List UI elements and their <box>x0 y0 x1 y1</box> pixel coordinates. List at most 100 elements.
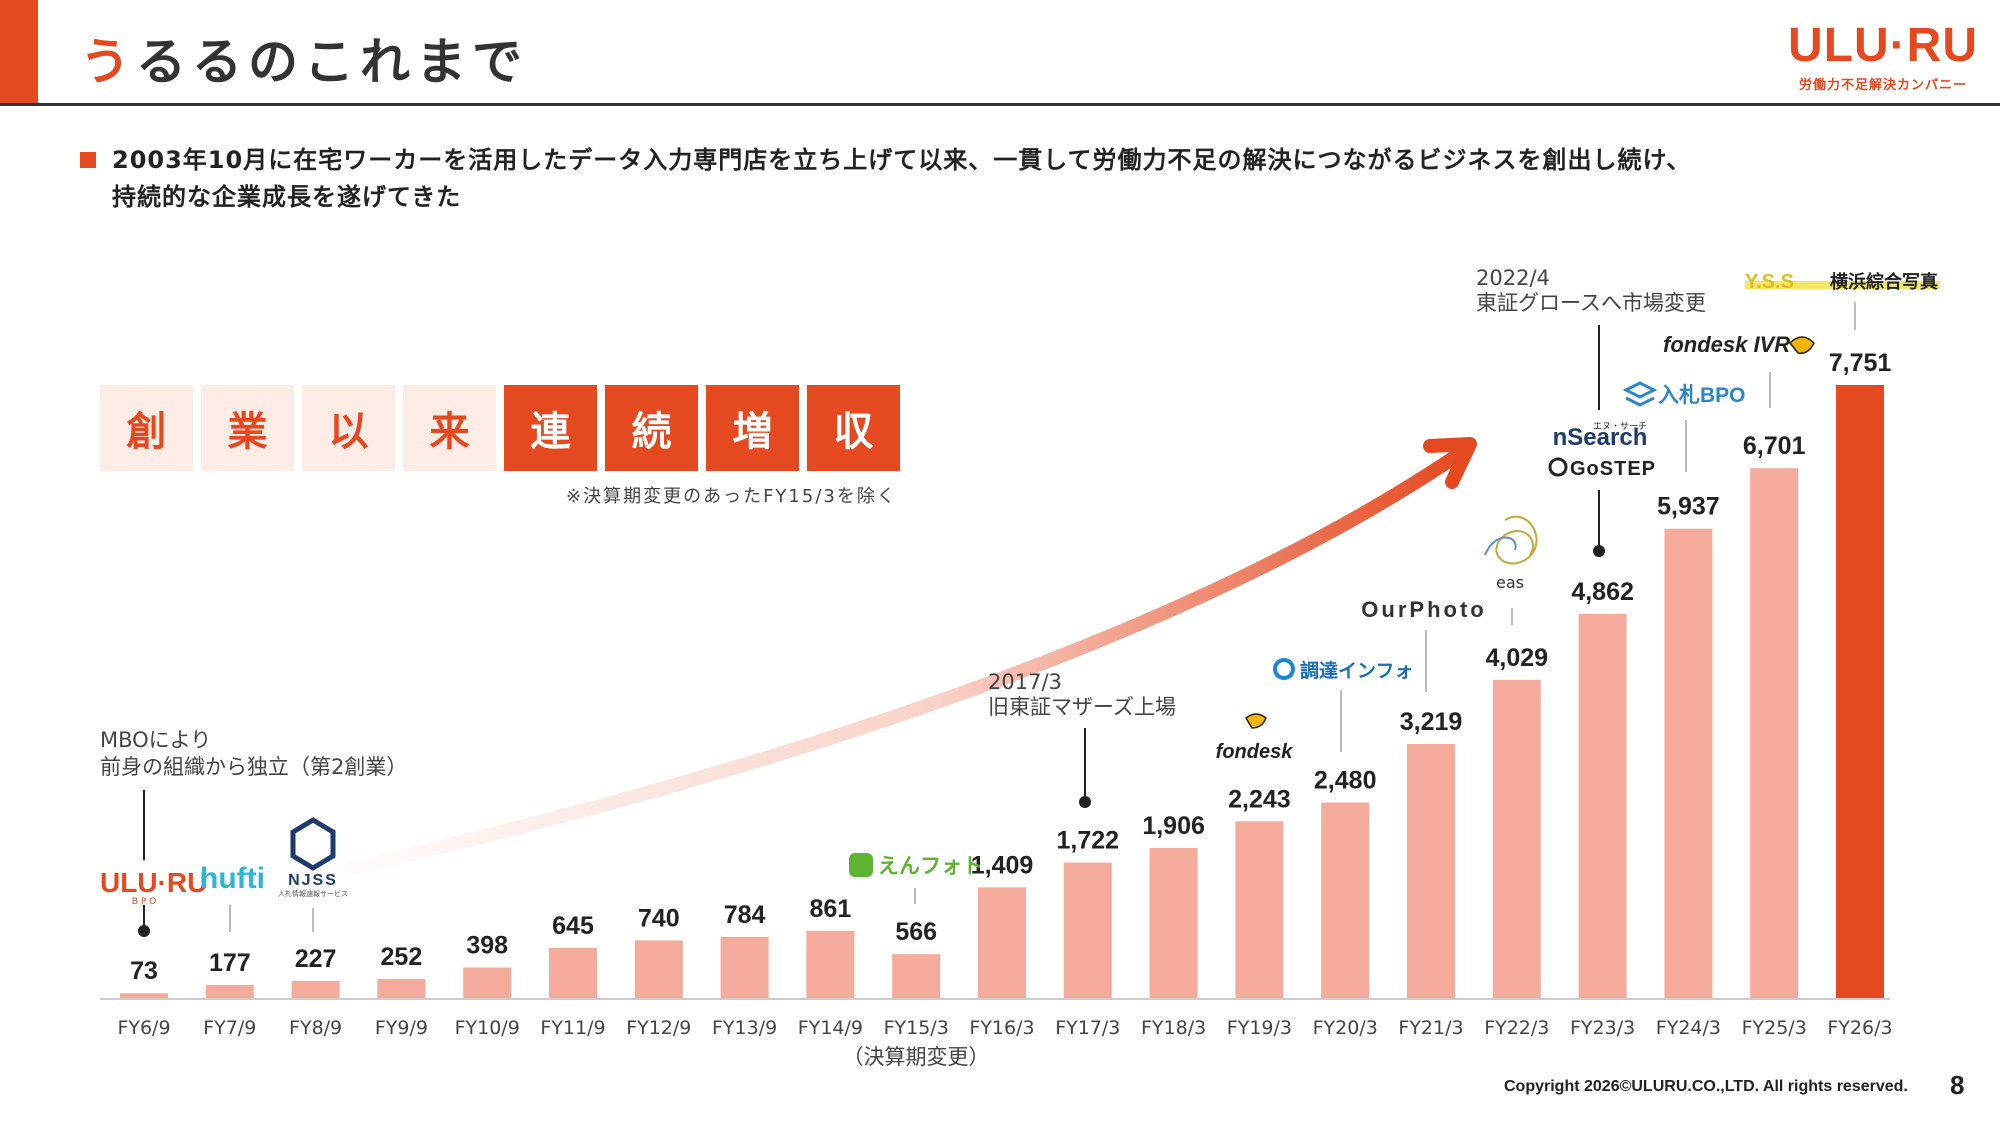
bar-fy7-9 <box>205 984 254 999</box>
value-label: 5,937 <box>1657 493 1720 521</box>
tagline-char: 連 <box>504 385 597 471</box>
choutatsu-ring-icon <box>1273 658 1295 680</box>
listing-2017-annotation: 2017/3 旧東証マザーズ上場 <box>988 670 1176 808</box>
growth-tagline: 創 業 以 来 連 続 増 収 <box>100 385 900 471</box>
value-label: 645 <box>552 912 594 940</box>
page-title-first-char: う <box>80 33 136 91</box>
mbo-annotation-line-1: MBOにより <box>100 728 211 752</box>
x-tick-label: FY16/3 <box>969 1017 1034 1039</box>
tagline-char: 創 <box>100 385 193 471</box>
bar-fy14-9 <box>806 930 855 999</box>
yss-logo-mark: Y.S.S <box>1745 271 1794 293</box>
bar-fy8-9 <box>291 981 340 999</box>
company-logo: ULU·RU 労働力不足解決カンパニー <box>1788 22 1978 94</box>
value-label: 740 <box>638 904 680 932</box>
listing-2017-marker-dot <box>1079 796 1091 808</box>
value-label: 7,751 <box>1829 349 1892 377</box>
page-number: 8 <box>1950 1070 1965 1100</box>
brand-nyusatsu-bpo-logo: 入札BPO <box>1622 381 1746 407</box>
bar-fy25-3 <box>1750 468 1799 999</box>
bar-fy10-9 <box>463 967 512 999</box>
value-label: 3,219 <box>1400 708 1463 736</box>
value-label: 4,029 <box>1486 644 1549 672</box>
market-2022-line-2: 東証グロースへ市場変更 <box>1476 291 1706 315</box>
value-label: 1,906 <box>1142 812 1205 840</box>
uluru-bpo-logo-sub: B P O <box>132 897 156 907</box>
yss-highlight-band <box>1745 281 1940 289</box>
title-accent-bar <box>0 0 38 105</box>
x-tick-label: FY7/9 <box>203 1017 256 1039</box>
bullet-line-2: 持続的な企業成長を遂げてきた <box>112 183 462 211</box>
x-tick-label: FY14/9 <box>798 1017 863 1039</box>
value-label: 252 <box>381 943 423 971</box>
tagline-char: 来 <box>403 385 496 471</box>
eas-mark-icon-blue <box>1484 536 1517 556</box>
brand-enphoto-logo: えんフォト <box>849 853 983 878</box>
uluru-bpo-logo-text: ULU·RU <box>100 867 207 898</box>
growth-arrow-curve <box>293 443 1472 887</box>
brand-uluru-bpo-logo: ULU·RU B P O <box>100 867 207 907</box>
fondesk-ivr-bird-icon <box>1788 336 1815 355</box>
value-label: 1,409 <box>971 851 1034 879</box>
value-label: 2,243 <box>1228 785 1291 813</box>
value-label: 861 <box>810 895 852 923</box>
brand-hufti-logo: hufti <box>200 862 265 895</box>
market-2022-annotation: 2022/4 東証グロースへ市場変更 <box>1476 266 1706 557</box>
njss-shield-icon <box>290 817 336 871</box>
x-tick-label: FY19/3 <box>1227 1017 1292 1039</box>
x-tick-label: FY8/9 <box>289 1017 342 1039</box>
market-2022-line-1: 2022/4 <box>1476 266 1550 290</box>
eas-logo-text: eas <box>1496 573 1524 592</box>
bar-fy18-3 <box>1149 848 1198 999</box>
bar-fy16-3 <box>978 887 1026 999</box>
njss-logo-sub: 入札情報速報サービス <box>278 889 348 898</box>
gostep-logo-text: GoSTEP <box>1570 458 1656 480</box>
mbo-marker-dot <box>138 925 150 937</box>
tagline-char: 増 <box>706 385 799 471</box>
listing-2017-line-1: 2017/3 <box>988 670 1062 694</box>
value-label: 177 <box>209 949 251 977</box>
value-label: 1,722 <box>1057 827 1120 855</box>
x-tick-label: FY25/3 <box>1742 1017 1807 1039</box>
x-tick-label: FY23/3 <box>1570 1017 1635 1039</box>
x-tick-label: FY12/9 <box>626 1017 691 1039</box>
mbo-annotation-line-2: 前身の組織から独立（第2創業） <box>100 755 407 779</box>
bar-fy12-9 <box>634 940 683 999</box>
value-label: 6,701 <box>1743 432 1806 460</box>
x-tick-label: FY11/9 <box>540 1017 605 1039</box>
growth-arrow-head <box>1423 437 1477 489</box>
bar-fy13-9 <box>720 936 769 999</box>
bullet-square-icon <box>80 152 96 168</box>
fy15-note: （決算期変更） <box>843 1045 990 1069</box>
value-label: 4,862 <box>1571 578 1634 606</box>
x-tick-label: FY15/3 <box>884 1017 949 1039</box>
bar-series <box>120 385 1884 999</box>
brand-fondesk-logo: fondesk <box>1216 713 1294 763</box>
choutatsu-logo-text: 調達インフォ <box>1300 659 1413 682</box>
fondesk-logo-text: fondesk <box>1216 741 1294 763</box>
x-axis-labels: FY6/9 FY7/9 FY8/9 FY9/9 FY10/9 FY11/9 FY12/9 FY… <box>117 1017 1892 1039</box>
brand-njss-logo: NJSS 入札情報速報サービス <box>278 817 348 898</box>
fondesk-ivr-logo-text: fondesk IVR <box>1663 332 1790 357</box>
value-label: 227 <box>295 945 337 973</box>
value-label: 73 <box>130 957 158 985</box>
eas-mark-icon <box>1495 515 1538 565</box>
nsearch-logo-sub: エヌ・サーチ <box>1593 421 1647 432</box>
bullet-text: 2003年10月に在宅ワーカーを活用したデータ入力専門店を立ち上げて以来、一貫し… <box>112 142 1691 216</box>
bar-fy26-3 <box>1836 385 1884 999</box>
logo-tagline: 労働力不足解決カンパニー <box>1799 78 1968 93</box>
x-tick-label: FY9/9 <box>375 1017 428 1039</box>
bar-fy19-3 <box>1235 821 1284 999</box>
nsearch-logo-text: nSearch <box>1553 424 1648 451</box>
x-tick-label: FY22/3 <box>1484 1017 1549 1039</box>
nyusatsu-layers-icon <box>1622 381 1658 407</box>
value-label: 398 <box>466 931 508 959</box>
tagline-char: 続 <box>605 385 698 471</box>
market-2022-marker-dot <box>1593 545 1605 557</box>
x-tick-label: FY10/9 <box>455 1017 520 1039</box>
x-tick-label: FY26/3 <box>1827 1017 1892 1039</box>
bar-fy24-3 <box>1664 528 1713 999</box>
value-label: 566 <box>895 918 937 946</box>
page-title: うるるのこれまで <box>80 22 528 94</box>
